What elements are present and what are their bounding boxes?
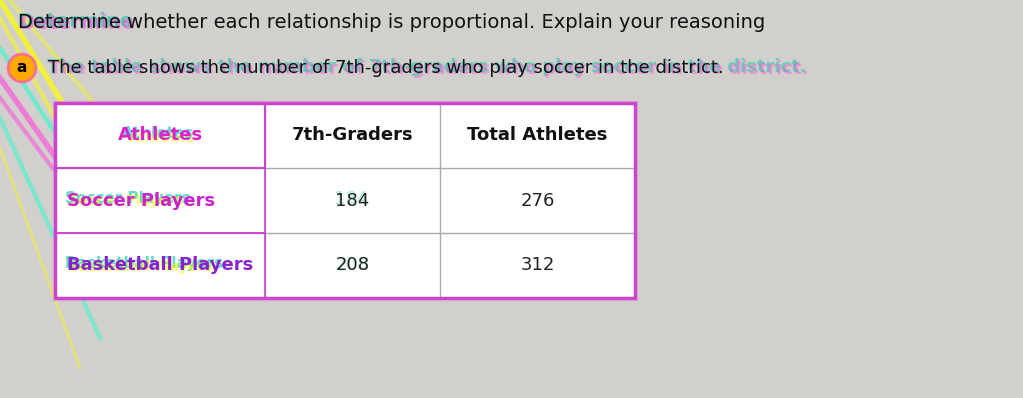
Text: The table shows the number of 7th-graders who play soccer in the district.: The table shows the number of 7th-grader… (48, 59, 723, 77)
Text: Basketball Players: Basketball Players (65, 256, 223, 271)
Text: Soccer Players: Soccer Players (66, 191, 215, 209)
Text: Athletes: Athletes (122, 126, 194, 141)
Text: 208: 208 (336, 256, 369, 275)
Text: Determine whether each relationship is proportional. Explain your reasoning: Determine whether each relationship is p… (18, 13, 765, 32)
Text: a: a (16, 60, 28, 76)
Text: The table shows the number of 7th-graders who play soccer in the district.: The table shows the number of 7th-grader… (49, 60, 808, 78)
Text: The table shows the number of 7th-graders who play soccer in the district.: The table shows the number of 7th-grader… (47, 58, 806, 76)
Text: 312: 312 (521, 256, 554, 275)
Text: Determine: Determine (19, 14, 135, 33)
Text: Basketball Players: Basketball Players (68, 259, 213, 273)
Bar (55, 103, 635, 298)
Text: Soccer Players: Soccer Players (65, 191, 190, 206)
Text: Basketball Players: Basketball Players (66, 256, 254, 275)
Bar (55, 233, 265, 298)
Text: Soccer Players: Soccer Players (68, 195, 183, 209)
Text: 184: 184 (336, 191, 369, 209)
Text: 208: 208 (335, 256, 368, 273)
Text: 184: 184 (335, 191, 368, 209)
Text: 276: 276 (521, 191, 554, 209)
Circle shape (8, 54, 36, 82)
Text: Athletes: Athletes (118, 127, 203, 144)
Bar (55, 103, 265, 168)
Text: 7th-Graders: 7th-Graders (292, 127, 413, 144)
Bar (55, 103, 635, 298)
Text: Athletes: Athletes (129, 131, 194, 144)
Text: Total Athletes: Total Athletes (468, 127, 608, 144)
Bar (53, 101, 637, 300)
Text: Determine: Determine (17, 12, 133, 31)
Bar (55, 168, 265, 233)
